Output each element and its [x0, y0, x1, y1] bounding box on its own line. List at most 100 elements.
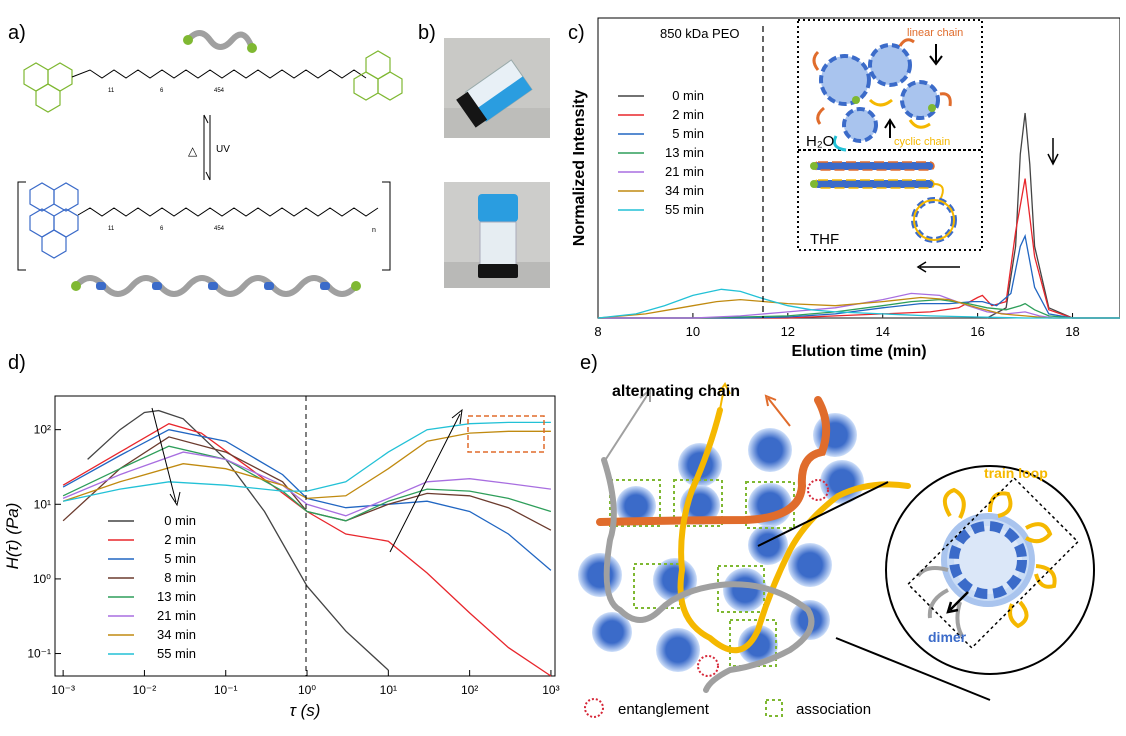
- y-tick-label: 10²: [34, 423, 51, 437]
- x-tick-label: 16: [970, 324, 984, 339]
- decrease-arrow-down-icon: [1047, 138, 1059, 166]
- elution-chart: 8 10 12 14 16 18 Elution time (min) Normalized …: [571, 17, 1120, 360]
- x-tick-label: 10¹: [380, 683, 397, 697]
- dimer-label: dimer: [928, 629, 967, 645]
- dimer-markers: [96, 282, 330, 290]
- legend-label: 5 min: [164, 551, 196, 566]
- arrow-up-icon: [884, 118, 896, 138]
- legend-label: 34 min: [665, 183, 704, 198]
- photo-vial-tilted: [444, 38, 550, 138]
- y-tick-label: 10⁰: [33, 572, 51, 586]
- series-line: [597, 296, 1120, 319]
- inset-cyclic-label: cyclic chain: [894, 136, 950, 148]
- legend-label: 2 min: [672, 107, 704, 122]
- legend-label: 21 min: [665, 164, 704, 179]
- train-loop-label: train loop: [984, 465, 1048, 481]
- legend-label: 55 min: [665, 202, 704, 217]
- inset-thf-box: [797, 149, 983, 251]
- series-line: [62, 451, 551, 517]
- subscript-6: 6: [160, 88, 164, 94]
- thf-chains-icon: [810, 161, 957, 243]
- x-tick-label: 14: [875, 324, 889, 339]
- zoom-line-lower: [835, 637, 991, 701]
- anthracene-left-icon: [23, 62, 73, 113]
- entanglement-legend-icon: [584, 698, 604, 718]
- zoom-line-upper: [757, 481, 889, 547]
- y-tick-label: 10⁻¹: [27, 647, 51, 661]
- subscript-6: 6: [160, 226, 164, 232]
- entanglement-label: entanglement: [618, 701, 710, 718]
- panel-label-b: b): [418, 22, 436, 44]
- x-tick-label: 10: [686, 324, 700, 339]
- uv-label: UV: [216, 144, 230, 155]
- shift-arrow-left-icon: [916, 261, 960, 273]
- series-line: [597, 288, 1120, 319]
- end-group-dot: [183, 35, 193, 45]
- y-axis-title: Normalized Intensity: [571, 90, 588, 247]
- series-line: [598, 292, 1120, 319]
- end-group-dot: [351, 281, 361, 291]
- legend-label: 0 min: [164, 513, 196, 528]
- heat-label: △: [188, 144, 198, 158]
- x-tick-label: 8: [594, 324, 601, 339]
- series-line: [87, 409, 389, 671]
- micelle-icon: [812, 38, 952, 152]
- series-line: [62, 430, 551, 502]
- subscript-n: n: [372, 227, 376, 234]
- x-tick-label: 10²: [461, 683, 478, 697]
- y-axis-title: H(τ) (Pa): [3, 503, 22, 570]
- backbone-top: [71, 69, 367, 79]
- zoom-dimer-icon: [916, 487, 1057, 637]
- series-line: [62, 445, 552, 522]
- x-tick-label: 10⁻²: [133, 683, 157, 697]
- association-label: association: [796, 701, 871, 718]
- legend-label: 2 min: [164, 532, 196, 547]
- x-axis-title: Elution time (min): [791, 343, 926, 360]
- association-legend-icon: [765, 699, 783, 717]
- x-axis-title: τ (s): [290, 701, 321, 720]
- panel-label-e: e): [580, 352, 598, 374]
- trend-arrow-up-icon: [389, 408, 463, 553]
- backbone-bottom: [77, 207, 379, 217]
- relaxation-legend: 0 min 2 min 5 min 8 min 13 min 21 min 34 min 55…: [108, 513, 196, 661]
- relaxation-plot-frame: [54, 395, 556, 677]
- series-line: [62, 429, 552, 571]
- subscript-454: 454: [214, 226, 225, 232]
- alternating-chain-label: alternating chain: [612, 383, 740, 400]
- relaxation-chart: 10⁻³ 10⁻² 10⁻¹ 10⁰ 10¹ 10² 10³ 10⁻¹ 10⁰ 10¹ 10² τ (…: [3, 395, 560, 720]
- series-line: [62, 422, 552, 677]
- relaxation-axes: 10⁻³ 10⁻² 10⁻¹ 10⁰ 10¹ 10² 10³ 10⁻¹ 10⁰ 10¹ 10² τ (…: [3, 395, 560, 720]
- x-tick-label: 10⁻³: [51, 683, 75, 697]
- x-tick-label: 12: [781, 324, 795, 339]
- bracket-left: [17, 181, 26, 271]
- yellow-arrow-icon: [717, 382, 731, 421]
- trend-arrow-down-icon: [151, 407, 181, 507]
- legend-label: 21 min: [157, 608, 196, 623]
- plateau-highlight-box: [467, 415, 545, 453]
- panel-label-d: d): [8, 352, 26, 374]
- gray-arrow-icon: [603, 387, 651, 463]
- network-schematic: alternating chain train loop dimer entan…: [578, 382, 1095, 718]
- arrow-down-icon: [929, 44, 943, 66]
- entanglement-marker: [807, 479, 829, 501]
- yellow-chain: [677, 407, 911, 654]
- subscript-454: 454: [214, 88, 225, 94]
- series-line: [62, 421, 551, 502]
- legend-label: 8 min: [164, 570, 196, 585]
- relaxation-series: [62, 409, 552, 677]
- series-line: [598, 178, 1120, 319]
- dimer-arrow-icon: [946, 591, 969, 614]
- chain-icon-top: [185, 30, 255, 51]
- x-tick-label: 10⁰: [298, 683, 316, 697]
- x-tick-label: 10⁻¹: [214, 683, 238, 697]
- entanglement-marker: [697, 655, 719, 677]
- subscript-11: 11: [108, 226, 115, 232]
- anthracene-right-icon: [353, 50, 403, 101]
- elution-series: [597, 112, 1120, 319]
- panel-label-c: c): [568, 22, 585, 44]
- legend-label: 34 min: [157, 627, 196, 642]
- x-tick-label: 18: [1065, 324, 1079, 339]
- inset-h2o-label: H₂O: [806, 133, 834, 150]
- legend-label: 0 min: [672, 88, 704, 103]
- train-loop-box: [907, 477, 1079, 649]
